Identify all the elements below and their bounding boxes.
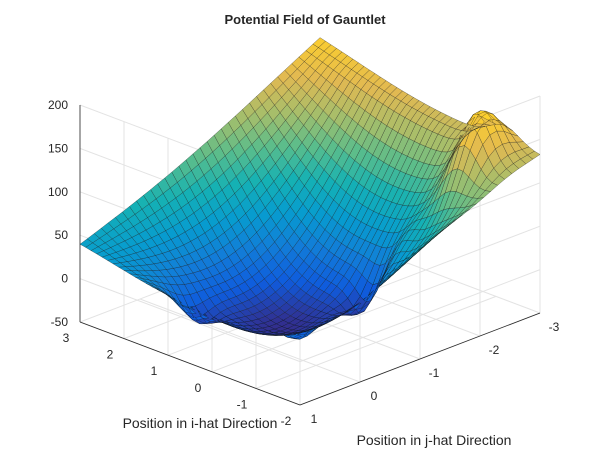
x-tick-labels: 3 2 1 0 -1 -2 <box>63 331 292 428</box>
z-tick-label: 150 <box>48 141 68 155</box>
x-tick-label: 1 <box>151 364 158 378</box>
x-tick-label: 2 <box>107 348 114 362</box>
y-tick-label: -2 <box>489 343 500 357</box>
y-tick-labels: 1 0 -1 -2 -3 <box>311 320 560 426</box>
x-axis-line <box>79 321 301 406</box>
chart-title: Potential Field of Gauntlet <box>224 12 386 27</box>
z-tick-label: 200 <box>48 98 68 112</box>
gridline-wall-z <box>79 278 301 363</box>
x-tick-label: -2 <box>281 414 292 428</box>
y-axis-line <box>299 312 541 406</box>
x-tick-label: 0 <box>195 381 202 395</box>
z-tick-labels: -50 0 50 100 150 200 <box>48 98 68 329</box>
y-tick-label: -1 <box>429 366 440 380</box>
axes-box-lines <box>79 105 541 406</box>
z-tick-label: 0 <box>61 272 68 286</box>
y-axis-label: Position in j-hat Direction <box>357 432 512 448</box>
surface-mesh <box>79 37 541 340</box>
y-tick-label: -3 <box>549 320 560 334</box>
gridline-floor-y <box>139 298 361 383</box>
z-tick-label: -50 <box>51 315 69 329</box>
z-tick-label: 100 <box>48 185 68 199</box>
y-tick-label: 1 <box>311 412 318 426</box>
surface-patch <box>79 238 93 248</box>
x-axis-label: Position in i-hat Direction <box>123 415 278 431</box>
gridline-back-z <box>299 269 541 363</box>
y-tick-label: 0 <box>371 389 378 403</box>
x-tick-label: -1 <box>237 397 248 411</box>
z-tick-label: 50 <box>55 228 69 242</box>
x-tick-label: 3 <box>63 331 70 345</box>
